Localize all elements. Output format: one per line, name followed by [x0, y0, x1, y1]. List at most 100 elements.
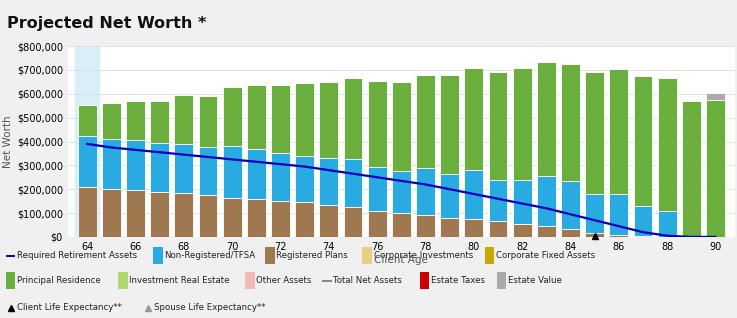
Bar	[416, 75, 435, 168]
Bar	[561, 229, 580, 237]
Bar	[489, 221, 507, 237]
Bar	[634, 76, 652, 206]
Bar	[247, 86, 266, 149]
Bar	[609, 194, 628, 234]
Bar	[609, 69, 628, 194]
Bar	[198, 96, 217, 148]
Bar	[126, 101, 145, 140]
Bar	[609, 234, 628, 237]
Bar	[416, 216, 435, 237]
Bar	[537, 62, 556, 176]
Text: Total Net Assets: Total Net Assets	[333, 276, 402, 285]
Bar	[223, 197, 242, 237]
Bar	[440, 218, 459, 237]
Bar	[537, 176, 556, 226]
Bar	[198, 148, 217, 195]
Bar	[561, 64, 580, 181]
Bar	[419, 272, 429, 289]
Bar	[102, 189, 121, 237]
Bar	[175, 193, 193, 237]
Bar	[706, 93, 725, 100]
Text: Investment Real Estate: Investment Real Estate	[129, 276, 230, 285]
Bar	[319, 158, 338, 205]
Bar	[271, 86, 290, 153]
Text: Spouse Life Expectancy**: Spouse Life Expectancy**	[154, 303, 265, 312]
Bar	[634, 206, 652, 236]
Bar	[245, 272, 255, 289]
Bar	[126, 190, 145, 237]
Bar	[585, 72, 604, 194]
Bar	[634, 236, 652, 237]
Bar	[223, 86, 242, 146]
Bar	[368, 211, 386, 237]
Bar	[585, 194, 604, 233]
Bar	[223, 146, 242, 197]
Bar	[343, 207, 363, 237]
Bar	[75, 46, 99, 237]
Bar	[561, 181, 580, 229]
Bar	[485, 247, 495, 264]
Bar	[296, 156, 314, 202]
Bar	[657, 211, 677, 237]
Bar	[102, 139, 121, 189]
Bar	[392, 171, 411, 213]
Y-axis label: Net Worth: Net Worth	[3, 115, 13, 168]
Text: Corporate Investments: Corporate Investments	[374, 251, 472, 260]
Bar	[489, 72, 507, 180]
Bar	[198, 195, 217, 237]
Bar	[175, 95, 193, 144]
Bar	[513, 180, 531, 224]
Text: Other Assets: Other Assets	[256, 276, 312, 285]
Bar	[682, 101, 701, 237]
X-axis label: Client Age: Client Age	[374, 254, 428, 265]
Bar	[150, 191, 169, 237]
Text: Principal Residence: Principal Residence	[17, 276, 101, 285]
Bar	[271, 201, 290, 237]
Bar	[585, 233, 604, 237]
Bar	[489, 180, 507, 221]
Bar	[77, 187, 97, 237]
Bar	[343, 78, 363, 159]
Bar	[657, 78, 677, 211]
Bar	[464, 219, 483, 237]
Text: Non-Registered/TFSA: Non-Registered/TFSA	[164, 251, 255, 260]
Bar	[440, 75, 459, 174]
Bar	[464, 170, 483, 219]
Bar	[392, 82, 411, 171]
Text: Registered Plans: Registered Plans	[276, 251, 348, 260]
Text: Corporate Fixed Assets: Corporate Fixed Assets	[496, 251, 595, 260]
Bar	[440, 174, 459, 218]
Bar	[416, 168, 435, 216]
Bar	[102, 103, 121, 139]
Bar	[118, 272, 128, 289]
Text: Required Retirement Assets: Required Retirement Assets	[17, 251, 137, 260]
Bar	[77, 135, 97, 187]
Bar	[706, 100, 725, 237]
Bar	[513, 67, 531, 180]
Bar	[150, 143, 169, 191]
Bar	[497, 272, 506, 289]
Bar	[126, 140, 145, 190]
Bar	[513, 224, 531, 237]
Bar	[247, 149, 266, 199]
Text: Estate Taxes: Estate Taxes	[430, 276, 484, 285]
Bar	[464, 67, 483, 170]
Bar	[6, 272, 15, 289]
Bar	[537, 226, 556, 237]
Text: Projected Net Worth *: Projected Net Worth *	[7, 16, 207, 31]
Bar	[296, 83, 314, 156]
Bar	[343, 159, 363, 207]
Bar	[271, 153, 290, 201]
Bar	[368, 81, 386, 167]
Bar	[319, 82, 338, 158]
Bar	[363, 247, 372, 264]
Text: Estate Value: Estate Value	[508, 276, 562, 285]
Bar	[175, 144, 193, 193]
Bar	[392, 213, 411, 237]
Bar	[265, 247, 275, 264]
Bar	[319, 205, 338, 237]
Bar	[368, 167, 386, 211]
Bar	[153, 247, 163, 264]
Bar	[247, 199, 266, 237]
Bar	[296, 202, 314, 237]
